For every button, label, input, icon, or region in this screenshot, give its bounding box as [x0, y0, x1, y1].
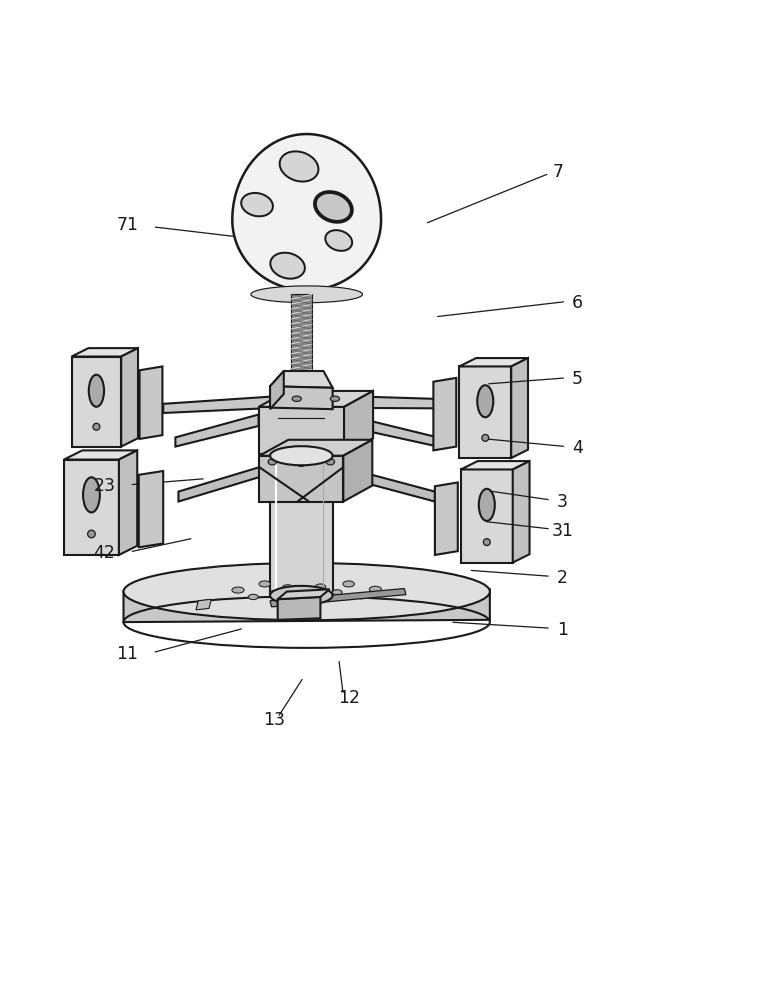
Ellipse shape — [123, 563, 489, 620]
Polygon shape — [278, 597, 320, 620]
Polygon shape — [71, 348, 138, 357]
Polygon shape — [139, 471, 163, 547]
Ellipse shape — [83, 477, 100, 512]
Polygon shape — [358, 396, 448, 408]
Polygon shape — [121, 348, 138, 447]
Polygon shape — [175, 415, 259, 447]
Ellipse shape — [282, 585, 293, 591]
Ellipse shape — [326, 459, 335, 465]
Polygon shape — [344, 415, 438, 447]
Text: 5: 5 — [572, 370, 583, 388]
Polygon shape — [461, 461, 529, 469]
Text: 71: 71 — [116, 216, 139, 234]
Ellipse shape — [259, 581, 270, 587]
Polygon shape — [123, 589, 489, 622]
Ellipse shape — [482, 434, 489, 441]
Polygon shape — [259, 407, 344, 454]
Ellipse shape — [315, 192, 352, 222]
Ellipse shape — [483, 539, 490, 546]
Bar — [290, 294, 312, 384]
Polygon shape — [163, 396, 273, 413]
Polygon shape — [270, 589, 406, 607]
Text: 3: 3 — [557, 493, 568, 511]
Text: 4: 4 — [572, 439, 583, 457]
Ellipse shape — [270, 253, 305, 279]
Ellipse shape — [232, 587, 244, 593]
Text: 2: 2 — [557, 569, 568, 587]
Polygon shape — [196, 599, 211, 610]
Polygon shape — [512, 461, 529, 563]
Ellipse shape — [270, 590, 280, 596]
Polygon shape — [343, 467, 435, 502]
Ellipse shape — [369, 586, 381, 592]
Ellipse shape — [248, 594, 258, 600]
Ellipse shape — [241, 193, 273, 216]
Ellipse shape — [270, 446, 332, 465]
Ellipse shape — [343, 581, 355, 587]
Polygon shape — [435, 482, 458, 555]
Polygon shape — [119, 450, 137, 555]
Polygon shape — [178, 467, 260, 502]
Polygon shape — [64, 450, 137, 460]
Polygon shape — [461, 469, 512, 563]
Polygon shape — [139, 366, 162, 439]
Polygon shape — [270, 386, 332, 409]
Ellipse shape — [93, 423, 100, 430]
Ellipse shape — [326, 230, 352, 251]
Polygon shape — [259, 391, 373, 407]
Polygon shape — [232, 134, 381, 290]
Polygon shape — [460, 366, 511, 458]
Polygon shape — [260, 456, 343, 502]
Ellipse shape — [332, 590, 342, 595]
Ellipse shape — [479, 489, 495, 521]
Polygon shape — [270, 456, 332, 595]
Polygon shape — [460, 358, 528, 366]
Ellipse shape — [89, 375, 104, 407]
Text: 7: 7 — [553, 163, 564, 181]
Polygon shape — [434, 378, 457, 450]
Text: 31: 31 — [552, 522, 574, 540]
Polygon shape — [278, 589, 329, 599]
Polygon shape — [64, 460, 119, 555]
Ellipse shape — [297, 460, 306, 466]
Polygon shape — [260, 440, 372, 456]
Text: 6: 6 — [572, 294, 583, 312]
Polygon shape — [270, 371, 283, 409]
Ellipse shape — [477, 385, 493, 417]
Ellipse shape — [251, 286, 362, 303]
Ellipse shape — [315, 584, 326, 590]
Text: 12: 12 — [338, 689, 360, 707]
Ellipse shape — [270, 586, 332, 605]
Text: 1: 1 — [557, 621, 568, 639]
Polygon shape — [71, 357, 121, 447]
Ellipse shape — [357, 593, 367, 599]
Ellipse shape — [330, 396, 339, 401]
Ellipse shape — [268, 459, 277, 465]
Text: 42: 42 — [93, 544, 116, 562]
Ellipse shape — [280, 151, 319, 182]
Polygon shape — [270, 371, 332, 388]
Ellipse shape — [292, 396, 301, 401]
Text: 13: 13 — [264, 711, 286, 729]
Text: 11: 11 — [116, 645, 139, 663]
Polygon shape — [511, 358, 528, 458]
Polygon shape — [343, 440, 372, 502]
Text: 23: 23 — [93, 477, 116, 495]
Polygon shape — [344, 391, 373, 454]
Ellipse shape — [87, 530, 95, 538]
